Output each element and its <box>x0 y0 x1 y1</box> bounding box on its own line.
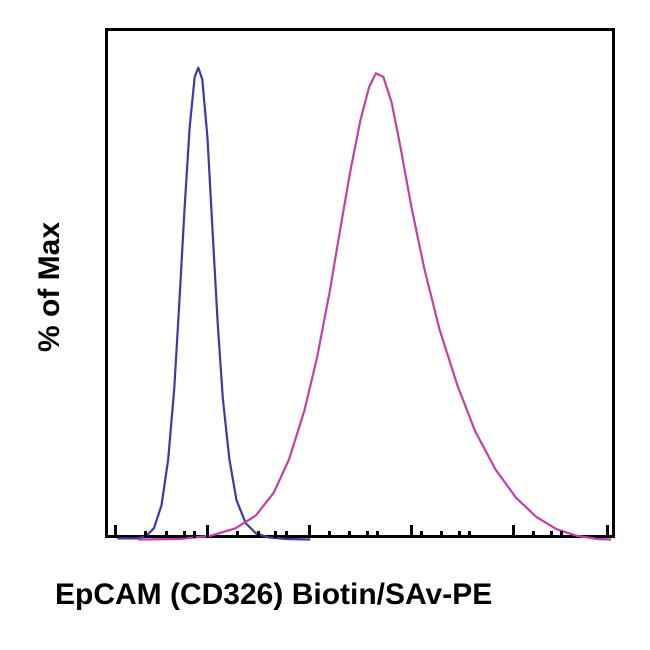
x-tick <box>183 531 186 538</box>
histogram-curves <box>108 31 618 541</box>
x-tick <box>468 531 471 538</box>
x-tick <box>410 525 413 538</box>
x-tick <box>512 531 515 538</box>
x-tick <box>193 531 196 538</box>
x-tick <box>285 531 288 538</box>
x-tick <box>165 531 168 538</box>
series-control <box>118 68 309 540</box>
x-tick <box>560 531 563 538</box>
series-epcam-stained <box>139 73 611 539</box>
plot-area <box>105 28 615 538</box>
x-tick <box>606 525 609 538</box>
x-tick <box>274 531 277 538</box>
x-tick <box>458 531 461 538</box>
x-tick <box>328 531 331 538</box>
x-tick <box>440 531 443 538</box>
x-tick <box>348 531 351 538</box>
x-tick <box>420 531 423 538</box>
x-tick <box>114 525 117 538</box>
x-tick <box>532 531 535 538</box>
x-tick <box>206 525 209 538</box>
figure-container: % of Max EpCAM (CD326) Biotin/SAv-PE <box>0 0 650 650</box>
x-tick <box>308 525 311 538</box>
x-tick <box>144 531 147 538</box>
x-tick <box>550 531 553 538</box>
x-axis-label: EpCAM (CD326) Biotin/SAv-PE <box>55 578 492 612</box>
y-axis-label: % of Max <box>33 197 67 377</box>
x-tick <box>236 531 239 538</box>
x-tick <box>376 531 379 538</box>
x-tick <box>366 531 369 538</box>
x-tick <box>257 531 260 538</box>
